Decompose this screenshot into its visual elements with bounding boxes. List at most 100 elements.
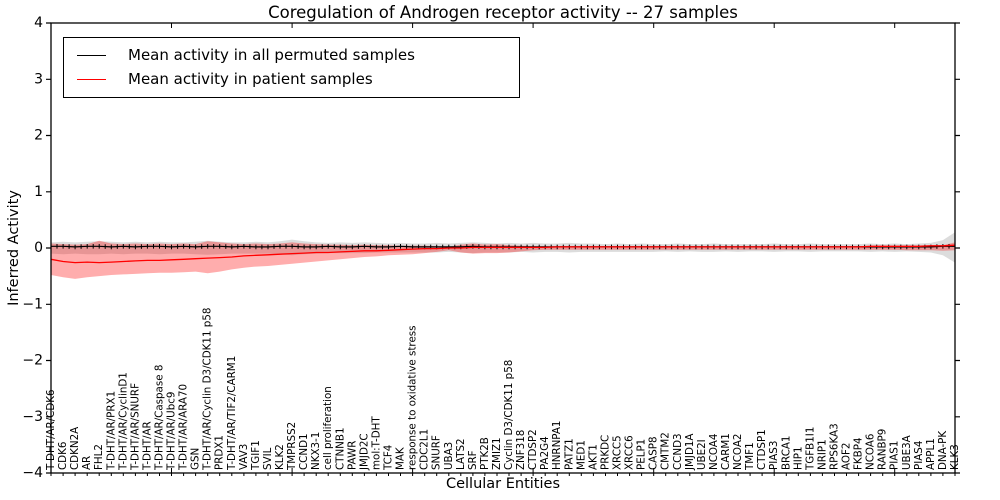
- x-tick-label: cell proliferation: [322, 386, 334, 470]
- x-tick-label: CMTM2: [660, 432, 672, 470]
- x-tick-label: KLK3: [949, 444, 961, 470]
- x-tick-label: FHL2: [93, 444, 105, 470]
- x-tick-label: CARM1: [720, 433, 732, 470]
- legend-label-permuted: Mean activity in all permuted samples: [128, 46, 415, 64]
- confidence-band-patient: [51, 240, 955, 279]
- x-tick-label: T-DHT/AR/ARA70: [178, 384, 190, 471]
- y-axis-ticks: [46, 22, 960, 474]
- x-tick-label: HNRNPA1: [551, 421, 563, 470]
- x-tick-label: RANBP9: [877, 429, 889, 470]
- x-tick-label: CCND1: [298, 433, 310, 470]
- x-tick-label: UBA3: [443, 442, 455, 470]
- x-tick-label: TMF1: [744, 442, 756, 471]
- x-tick-label: T-DHT/AR/CyclinD1: [117, 372, 129, 471]
- x-tick-label: XRCC5: [612, 435, 624, 470]
- x-tick-label: T-DHT/AR/Ubc9: [166, 392, 178, 471]
- x-tick-label: T-DHT/AR/CDK6: [45, 389, 57, 471]
- x-tick-label: MAK: [395, 447, 407, 470]
- y-axis-title: Inferred Activity: [6, 190, 22, 306]
- x-tick-label: TCF4: [383, 445, 395, 471]
- x-tick-label: PA2G4: [539, 436, 551, 470]
- y-tick-label: −4: [22, 465, 43, 481]
- x-tick-label: PELP1: [636, 439, 648, 470]
- x-tick-label: SVIL: [262, 447, 274, 470]
- x-tick-label: PIAS3: [768, 441, 780, 470]
- legend: Mean activity in all permuted samples Me…: [63, 37, 520, 98]
- x-tick-label: VAV3: [238, 444, 250, 470]
- x-tick-label: XRCC6: [624, 435, 636, 470]
- x-tick-label: TMPRSS2: [286, 422, 298, 471]
- x-tick-label: HIP1: [792, 446, 804, 470]
- x-tick-label: ZNF318: [515, 430, 527, 470]
- x-tick-label: T-DHT/AR/PRX1: [105, 391, 117, 471]
- x-tick-label: AOF2: [841, 443, 853, 470]
- x-tick-label: T-DHT/AR/SNURF: [129, 383, 141, 471]
- x-tick-label: T-DHT/AR/Cyclin D3/CDK11 p58: [202, 308, 214, 471]
- series-line-patient: [50, 244, 956, 264]
- x-tick-label: PTK2B: [479, 437, 491, 470]
- x-tick-label: BRCA1: [780, 436, 792, 471]
- x-tick-label: T-DHT/AR/Caspase 8: [154, 365, 166, 471]
- y-tick-label: 0: [34, 240, 43, 256]
- x-tick-label: UBE2I: [696, 439, 708, 470]
- x-axis-ticks: [50, 23, 956, 476]
- x-axis-title: Cellular Entities: [445, 476, 561, 492]
- x-tick-label: PAWR: [346, 441, 358, 470]
- x-tick-label: PRDX1: [214, 435, 226, 470]
- y-tick-label: 4: [34, 15, 43, 31]
- x-tick-label: T-DHT/AR: [141, 421, 153, 471]
- x-tick-label: CCND3: [672, 433, 684, 470]
- y-tick-label: 1: [34, 184, 43, 200]
- x-tick-label: mol:T-DHT: [370, 416, 382, 470]
- x-tick-label: TGIF1: [250, 440, 262, 471]
- legend-label-patient: Mean activity in patient samples: [128, 70, 373, 88]
- legend-entry-permuted: Mean activity in all permuted samples: [77, 48, 519, 63]
- x-tick-label: CASP8: [648, 436, 660, 470]
- x-tick-label: CTDSP2: [527, 429, 539, 470]
- x-tick-label: response to oxidative stress: [407, 325, 419, 470]
- x-tick-label: UBE3A: [901, 435, 913, 470]
- x-tick-label: APPL1: [925, 438, 937, 470]
- x-tick-label: SRF: [467, 450, 479, 470]
- x-tick-label: LATS2: [455, 438, 467, 470]
- x-tick-label: DNA-PK: [937, 431, 949, 470]
- x-tick-label: PIAS4: [913, 441, 925, 470]
- legend-line-patient-icon: [77, 79, 106, 80]
- x-tick-label: JMJD1A: [684, 434, 696, 471]
- x-tick-label: PIAS1: [889, 441, 901, 470]
- x-tick-label: NRIP1: [816, 439, 828, 470]
- x-tick-label: Cyclin D3/CDK11 p58: [503, 360, 515, 470]
- x-tick-label: CDKN2A: [69, 427, 81, 470]
- x-tick-label: CTDSP1: [756, 429, 768, 470]
- y-tick-label: 3: [34, 71, 43, 87]
- y-tick-label: −3: [22, 409, 43, 425]
- x-tick-label: NCOA4: [708, 434, 720, 470]
- legend-line-permuted-icon: [77, 55, 106, 56]
- x-tick-label: AKT1: [587, 444, 599, 470]
- y-tick-label: −2: [22, 353, 43, 369]
- x-tick-label: NCOA6: [865, 434, 877, 470]
- x-tick-label: CDC2L1: [419, 429, 431, 470]
- x-tick-label: ZMIZ1: [491, 437, 503, 470]
- x-tick-label: MED1: [575, 440, 587, 470]
- x-tick-label: T-DHT/AR/TIF2/CARM1: [226, 356, 238, 471]
- x-tick-label: FKBP4: [853, 438, 865, 471]
- x-tick-label: JMJD2C: [358, 433, 370, 471]
- x-tick-label: TGFB1I1: [804, 427, 816, 471]
- y-tick-label: −1: [22, 296, 43, 312]
- legend-entry-patient: Mean activity in patient samples: [77, 72, 519, 87]
- x-tick-label: PATZ1: [563, 438, 575, 470]
- x-tick-label: GSN: [190, 448, 202, 470]
- x-tick-label: RPS6KA3: [829, 423, 841, 470]
- x-tick-label: CDK6: [57, 442, 69, 470]
- x-tick-label: AR: [81, 456, 93, 470]
- x-tick-label: SNURF: [431, 435, 443, 470]
- x-tick-label: PRKDC: [600, 435, 612, 470]
- chart-title: Coregulation of Androgen receptor activi…: [268, 3, 738, 22]
- x-tick-label: KLK2: [274, 444, 286, 470]
- y-tick-label: 2: [34, 128, 43, 144]
- x-tick-label: NKX3-1: [310, 432, 322, 470]
- x-tick-label: NCOA2: [732, 434, 744, 470]
